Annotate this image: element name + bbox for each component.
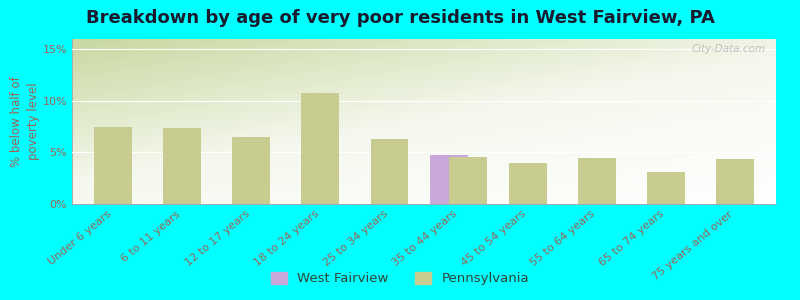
Y-axis label: % below half of
poverty level: % below half of poverty level (10, 76, 40, 167)
Legend: West Fairview, Pennsylvania: West Fairview, Pennsylvania (266, 266, 534, 290)
Text: City-Data.com: City-Data.com (691, 44, 766, 54)
Bar (509, 163, 546, 204)
Bar (578, 158, 615, 204)
Bar (430, 154, 468, 204)
Bar (370, 139, 409, 204)
Bar (449, 157, 487, 204)
Bar (94, 127, 132, 204)
Bar (716, 159, 754, 204)
Bar (233, 137, 270, 204)
Bar (302, 93, 339, 204)
Text: Breakdown by age of very poor residents in West Fairview, PA: Breakdown by age of very poor residents … (86, 9, 714, 27)
Bar (646, 172, 685, 204)
Bar (163, 128, 202, 204)
